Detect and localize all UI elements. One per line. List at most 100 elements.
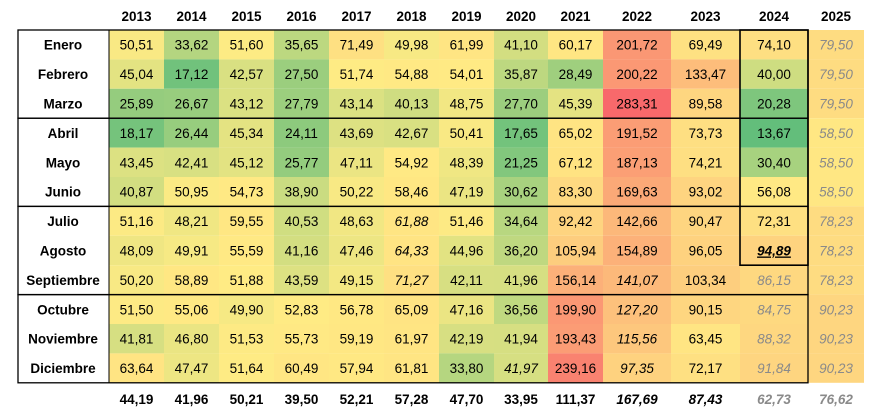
cell-value: 93,02 (689, 185, 723, 200)
cell-value: 36,56 (504, 302, 538, 317)
cell-value: 90,23 (819, 332, 853, 347)
column-header: 2021 (560, 9, 591, 24)
heat-cell (740, 294, 808, 324)
heat-cell (219, 235, 274, 266)
cell-value: 239,16 (555, 361, 596, 376)
heat-cell (439, 118, 494, 148)
heat-cell (219, 353, 274, 383)
cell-value: 51,46 (450, 214, 484, 229)
cell-value: 43,59 (285, 273, 319, 288)
cell-value: 283,31 (616, 97, 657, 112)
heat-cell (384, 30, 439, 60)
heat-cell (384, 59, 439, 89)
heat-cell (808, 353, 864, 383)
cell-value: 142,66 (616, 214, 657, 229)
cell-value: 55,59 (230, 244, 264, 259)
heat-cell (329, 59, 384, 89)
heat-cell (494, 235, 548, 266)
cell-value: 187,13 (616, 155, 657, 170)
cell-value: 71,49 (340, 38, 374, 53)
cell-value: 48,75 (450, 97, 484, 112)
heat-cell (274, 177, 329, 207)
cell-value: 50,51 (120, 38, 154, 53)
heat-cell (548, 147, 603, 177)
column-header: 2018 (396, 9, 427, 24)
heat-cell (384, 353, 439, 383)
heat-cell (274, 147, 329, 177)
cell-value: 21,25 (504, 155, 538, 170)
cell-value: 48,39 (450, 155, 484, 170)
cell-value: 69,49 (689, 38, 723, 53)
heat-cell (274, 353, 329, 383)
cell-value: 50,41 (450, 126, 484, 141)
heat-cell (274, 206, 329, 236)
cell-value: 200,22 (616, 67, 657, 82)
heat-cell (219, 324, 274, 354)
heat-cell (439, 265, 494, 295)
heat-cell (740, 118, 808, 148)
cell-value: 24,11 (285, 126, 318, 141)
column-header: 2025 (821, 9, 852, 24)
column-header: 2022 (622, 9, 652, 24)
heat-cell (740, 206, 808, 236)
cell-value: 51,16 (120, 214, 154, 229)
cell-value: 84,75 (757, 302, 791, 317)
heat-cell (671, 235, 740, 266)
cell-value: 42,11 (450, 273, 483, 288)
heat-cell (494, 294, 548, 324)
heat-cell (109, 353, 164, 383)
cell-value: 45,12 (230, 155, 264, 170)
cell-value: 51,88 (230, 273, 264, 288)
cell-value: 105,94 (555, 244, 597, 259)
cell-value: 72,31 (757, 214, 791, 229)
cell-value: 43,45 (120, 155, 154, 170)
cell-value: 47,46 (340, 244, 374, 259)
column-average: 44,19 (120, 392, 154, 407)
cell-value: 141,07 (616, 273, 658, 288)
heat-cell (603, 206, 671, 236)
heat-cell (603, 235, 671, 266)
cell-value: 89,58 (689, 97, 723, 112)
column-average: 47,70 (450, 392, 484, 407)
cell-value: 97,35 (620, 361, 654, 376)
heat-cell (164, 118, 219, 148)
cell-value: 90,23 (819, 361, 853, 376)
row-label: Junio (45, 185, 81, 200)
heat-cell (740, 147, 808, 177)
heat-cell (109, 235, 164, 266)
heat-cell (603, 294, 671, 324)
heat-cell (109, 30, 164, 60)
column-header: 2024 (759, 9, 790, 24)
cell-value: 50,20 (120, 273, 154, 288)
cell-value: 40,53 (285, 214, 319, 229)
cell-value: 55,06 (175, 302, 209, 317)
heat-cell (164, 265, 219, 295)
heat-cell (329, 265, 384, 295)
column-average: 41,96 (175, 392, 209, 407)
cell-value: 51,64 (230, 361, 264, 376)
heat-cell (494, 147, 548, 177)
heat-cell (109, 59, 164, 89)
column-header: 2013 (121, 9, 152, 24)
cell-value: 115,56 (617, 332, 658, 347)
heat-cell (439, 294, 494, 324)
heat-cell (274, 324, 329, 354)
cell-value: 79,50 (819, 38, 853, 53)
heat-cell (808, 177, 864, 207)
heat-cell (548, 324, 603, 354)
column-average: 50,21 (230, 392, 264, 407)
heat-cell (164, 324, 219, 354)
heat-cell (384, 294, 439, 324)
cell-value: 49,90 (230, 302, 264, 317)
heat-cell (219, 118, 274, 148)
cell-value: 45,04 (120, 67, 154, 82)
cell-value: 61,99 (450, 38, 484, 53)
heat-cell (671, 118, 740, 148)
heat-cell (164, 59, 219, 89)
cell-value: 18,17 (120, 126, 154, 141)
heat-cell (439, 324, 494, 354)
heat-cell (548, 206, 603, 236)
cell-value: 42,41 (175, 155, 209, 170)
cell-value: 90,23 (819, 302, 853, 317)
heat-cell (164, 294, 219, 324)
